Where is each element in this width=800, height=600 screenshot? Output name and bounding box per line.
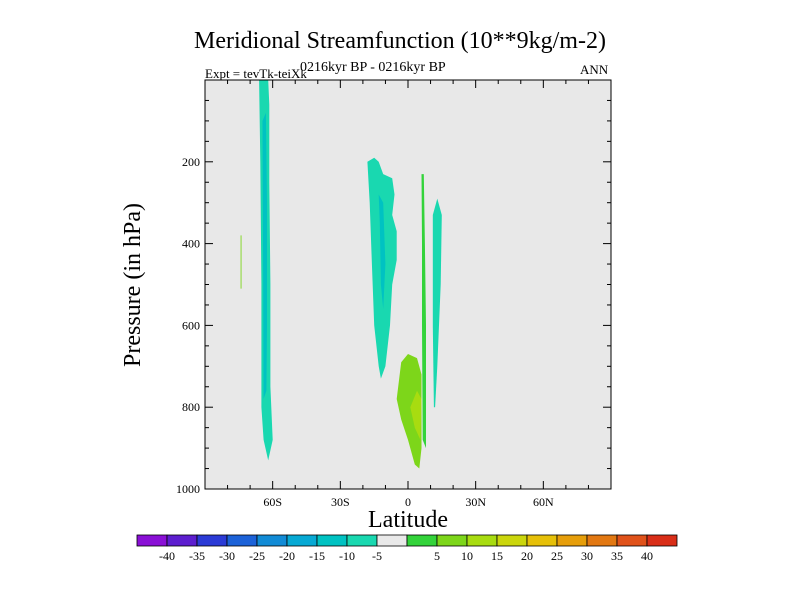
colorbar-swatch (316, 534, 348, 547)
contour-green-tongue (396, 354, 422, 469)
contour-green-core (410, 390, 422, 440)
colorbar-swatch (496, 534, 528, 547)
colorbar-swatch (196, 534, 228, 547)
colorbar-swatch (586, 534, 618, 547)
y-tick-label: 800 (182, 400, 200, 414)
colorbar-label: 25 (551, 549, 563, 563)
colorbar-swatch (346, 534, 378, 547)
colorbar: -40 -35 -30 -25 -20 -15 -10 -5 5 10 15 20 25 30 35 40 (136, 534, 678, 563)
x-tick-label: 30S (331, 495, 350, 509)
contour-tropic-left-core (378, 194, 386, 309)
colorbar-label: -35 (189, 549, 205, 563)
x-tick-label: 30N (465, 495, 486, 509)
colorbar-label: -30 (219, 549, 235, 563)
colorbar-swatch (166, 534, 198, 547)
colorbar-swatch (376, 534, 408, 547)
colorbar-swatch (616, 534, 648, 547)
x-axis-title: Latitude (368, 507, 448, 533)
colorbar-label: -15 (309, 549, 325, 563)
colorbar-swatch (286, 534, 318, 547)
y-axis-title: Pressure (in hPa) (120, 203, 146, 367)
chart-title: Meridional Streamfunction (10**9kg/m-2) (194, 28, 606, 54)
colorbar-swatch (466, 534, 498, 547)
colorbar-label: 30 (581, 549, 593, 563)
contour-60s-core (262, 112, 267, 399)
x-tick-label: 0 (405, 495, 411, 509)
contour-green-column (421, 174, 426, 449)
season-label: ANN (580, 62, 609, 77)
colorbar-label: -40 (159, 549, 175, 563)
chart-subtitle: 0216kyr BP - 0216kyr BP (300, 60, 446, 75)
x-tick-label: 60N (533, 495, 554, 509)
contour-layer (240, 80, 442, 469)
colorbar-label: 5 (434, 549, 440, 563)
colorbar-swatch (226, 534, 258, 547)
colorbar-label: 20 (521, 549, 533, 563)
colorbar-swatch (556, 534, 588, 547)
colorbar-swatch (526, 534, 558, 547)
colorbar-label: 40 (641, 549, 653, 563)
y-tick-label: 200 (182, 155, 200, 169)
colorbar-label: 10 (461, 549, 473, 563)
colorbar-swatch (436, 534, 468, 547)
y-tick-label: 400 (182, 237, 200, 251)
contour-nh-band (432, 198, 442, 408)
y-tick-label: 600 (182, 318, 200, 332)
axis-layer: 60S 30S 0 30N 60N 200 400 600 800 1000 (176, 79, 612, 509)
experiment-label: Expt = tevTk-teiXk (205, 66, 307, 81)
colorbar-label: 35 (611, 549, 623, 563)
colorbar-label: -5 (372, 549, 382, 563)
colorbar-swatch (256, 534, 288, 547)
y-tick-label: 1000 (176, 482, 200, 496)
contour-75s-thin (240, 235, 242, 289)
colorbar-swatch (406, 534, 438, 547)
x-tick-label: 60S (263, 495, 282, 509)
colorbar-swatch (136, 534, 168, 547)
colorbar-swatch (646, 534, 678, 547)
colorbar-label: 15 (491, 549, 503, 563)
colorbar-label: -25 (249, 549, 265, 563)
colorbar-label: -20 (279, 549, 295, 563)
colorbar-label: -10 (339, 549, 355, 563)
